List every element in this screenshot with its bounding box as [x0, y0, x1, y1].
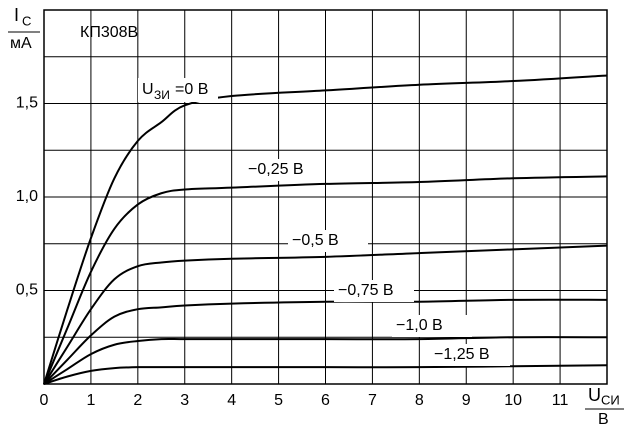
- x-tick-label: 10: [504, 392, 522, 409]
- x-tick-label: 9: [462, 392, 471, 409]
- x-tick-label: 5: [274, 392, 283, 409]
- x-tick-label: 4: [227, 392, 236, 409]
- curve: [43, 74, 608, 385]
- y-tick-label: 1,0: [16, 188, 38, 205]
- curve: [43, 244, 608, 385]
- series-name: −1,25 В: [434, 346, 490, 363]
- y-label-subscript: С: [22, 13, 31, 28]
- curve: [43, 364, 608, 385]
- label-bg: [430, 344, 510, 366]
- y-label-unit: мА: [10, 35, 32, 52]
- curve: [43, 298, 608, 385]
- annotation: КП308В: [80, 24, 138, 41]
- series-label-symbol: U: [142, 81, 154, 98]
- label-bg: [244, 159, 324, 181]
- x-label-unit: В: [598, 411, 609, 428]
- series-name: −0,75 В: [338, 282, 394, 299]
- x-tick-label: 0: [40, 392, 49, 409]
- series-name: −1,0 В: [396, 317, 443, 334]
- x-tick-label: 7: [368, 392, 377, 409]
- y-tick-label: 0,5: [16, 282, 38, 299]
- series-label-subscript: ЗИ: [154, 88, 170, 102]
- x-label-symbol: U: [588, 385, 601, 405]
- series-name: −0,5 В: [292, 232, 339, 249]
- y-tick-label: 1,5: [16, 95, 38, 112]
- label-bg: [392, 315, 472, 337]
- x-tick-label: 8: [415, 392, 424, 409]
- label-bg: [288, 230, 368, 252]
- label-bg: [334, 280, 414, 302]
- x-label-subscript: СИ: [601, 392, 620, 407]
- series-name: −0,25 В: [248, 161, 304, 178]
- x-tick-label: 11: [552, 392, 569, 409]
- x-tick-label: 3: [180, 392, 189, 409]
- x-tick-label: 1: [86, 392, 95, 409]
- x-tick-label: 6: [321, 392, 330, 409]
- y-label-symbol: I: [14, 5, 19, 25]
- curve: [43, 336, 608, 385]
- x-tick-label: 2: [133, 392, 142, 409]
- series-name: =0 В: [175, 81, 208, 98]
- label-bg: [138, 78, 218, 102]
- curve: [43, 175, 608, 385]
